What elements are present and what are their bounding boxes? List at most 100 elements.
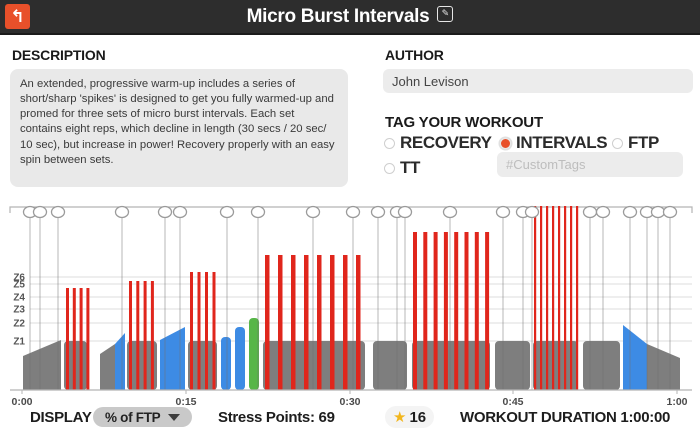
segment-handle[interactable] (650, 205, 666, 219)
display-dropdown[interactable]: % of FTP (93, 407, 193, 427)
workout-block-recovery3[interactable] (583, 341, 620, 390)
spikes-set5-spike[interactable] (423, 232, 428, 390)
radio-circle-icon (500, 137, 511, 149)
segment-handle[interactable] (114, 205, 130, 219)
spikes-set4-spike[interactable] (343, 255, 348, 390)
segment-handle[interactable] (219, 205, 235, 219)
spikes-set2-spike[interactable] (136, 281, 140, 390)
radio-circle-icon (384, 162, 395, 174)
segment-handle[interactable] (32, 205, 48, 219)
workout-block-steady-blue1[interactable] (221, 337, 231, 390)
spikes-set1-spike[interactable] (79, 288, 83, 390)
spikes-set6-spike[interactable] (546, 206, 549, 390)
back-button[interactable]: ↰ (5, 4, 30, 29)
stress-points: Stress Points: 69 (218, 409, 335, 426)
workout-block-recovery2[interactable] (495, 341, 530, 390)
segment-handle[interactable] (662, 205, 678, 219)
segment-handle[interactable] (495, 205, 511, 219)
workout-block-recovery1[interactable] (373, 341, 407, 390)
workout-block-ramp-gray[interactable] (100, 344, 115, 390)
spikes-set5-spike[interactable] (433, 232, 438, 390)
workout-block-ramp-blue[interactable] (115, 333, 125, 390)
back-arrow-icon: ↰ (10, 7, 25, 26)
segment-handle[interactable] (157, 205, 173, 219)
zone-label: Z1 (13, 337, 25, 348)
workout-block-set4-base[interactable] (263, 341, 365, 390)
segment-handle[interactable] (345, 205, 361, 219)
spikes-set4-spike[interactable] (330, 255, 335, 390)
radio-recovery[interactable]: RECOVERY (384, 133, 492, 153)
segment-handle[interactable] (582, 205, 598, 219)
spikes-set6-spike[interactable] (540, 206, 543, 390)
spikes-set2-spike[interactable] (150, 281, 154, 390)
custom-tags-input[interactable] (497, 152, 683, 177)
radio-ftp[interactable]: FTP (612, 133, 659, 153)
spikes-set5-spike[interactable] (464, 232, 469, 390)
spikes-set6-spike[interactable] (558, 206, 561, 390)
edit-title-icon[interactable]: ✎ (437, 5, 454, 22)
zone-label: Z2 (13, 319, 25, 330)
segment-handle[interactable] (370, 205, 386, 219)
spikes-set1-spike[interactable] (72, 288, 76, 390)
spikes-set5-spike[interactable] (485, 232, 490, 390)
segment-handle[interactable] (250, 205, 266, 219)
spikes-set3-spike[interactable] (197, 272, 201, 390)
workout-block-steady-blue2[interactable] (235, 327, 245, 390)
radio-label: FTP (628, 133, 659, 152)
segment-handle[interactable] (622, 205, 638, 219)
workout-block-cooldown-gray[interactable] (647, 344, 680, 390)
segment-handle[interactable] (397, 205, 413, 219)
radio-circle-icon (612, 137, 623, 149)
workout-block-set6-base[interactable] (533, 341, 578, 390)
workout-chart[interactable]: Z6 Z5 Z4 Z3 Z2 Z1 0:00 0:15 0:30 0:45 1:00 (0, 200, 700, 412)
spikes-set4-spike[interactable] (265, 255, 270, 390)
description-heading: DESCRIPTION (12, 47, 106, 63)
spikes-set5-spike[interactable] (454, 232, 459, 390)
workout-block-steady-green[interactable] (249, 318, 259, 390)
workout-block-set3-base[interactable] (188, 341, 217, 390)
spikes-set2-spike[interactable] (129, 281, 132, 390)
spikes-set1-spike[interactable] (66, 288, 69, 390)
spikes-set6-spike[interactable] (552, 206, 555, 390)
spikes-set4-spike[interactable] (356, 255, 361, 390)
description-text[interactable]: An extended, progressive warm-up include… (10, 69, 348, 187)
display-label: DISPLAY (30, 409, 92, 426)
spikes-set2-spike[interactable] (143, 281, 147, 390)
spikes-set6-spike[interactable] (570, 206, 573, 390)
spikes-set5-spike[interactable] (474, 232, 479, 390)
segment-handle[interactable] (524, 205, 540, 219)
spikes-set5-spike[interactable] (443, 232, 448, 390)
workout-block-ramp-blue2[interactable] (160, 327, 185, 390)
segment-handle[interactable] (172, 205, 188, 219)
spikes-set4-spike[interactable] (304, 255, 309, 390)
spikes-set3-spike[interactable] (212, 272, 216, 390)
workout-block-set5-base[interactable] (412, 341, 490, 390)
radio-intervals[interactable]: INTERVALS (500, 133, 608, 153)
segment-handle[interactable] (305, 205, 321, 219)
segment-handle[interactable] (442, 205, 458, 219)
segment-handle[interactable] (595, 205, 611, 219)
spikes-set6-spike[interactable] (564, 206, 567, 390)
spikes-set4-spike[interactable] (278, 255, 283, 390)
spikes-set4-spike[interactable] (291, 255, 296, 390)
workout-block-warmup-ramp[interactable] (23, 340, 61, 390)
spikes-set1-spike[interactable] (86, 288, 90, 390)
x-tick-label: 0:00 (11, 396, 32, 408)
workout-block-cooldown-blue[interactable] (623, 325, 647, 390)
author-heading: AUTHOR (385, 47, 444, 63)
spikes-set6-spike[interactable] (534, 206, 537, 390)
star-icon: ★ (393, 408, 407, 426)
spikes-set5-spike[interactable] (413, 232, 417, 390)
radio-tt[interactable]: TT (384, 158, 420, 178)
spikes-set3-spike[interactable] (190, 272, 193, 390)
workout-block-set2-base[interactable] (127, 341, 157, 390)
zone-label: Z3 (13, 305, 25, 316)
author-input[interactable] (383, 69, 693, 93)
spikes-set4-spike[interactable] (317, 255, 322, 390)
star-rating-badge[interactable]: ★ 16 (385, 406, 435, 428)
segment-handle[interactable] (50, 205, 66, 219)
spikes-set3-spike[interactable] (205, 272, 208, 390)
display-dropdown-value: % of FTP (105, 409, 161, 425)
spikes-set6-spike[interactable] (576, 206, 579, 390)
